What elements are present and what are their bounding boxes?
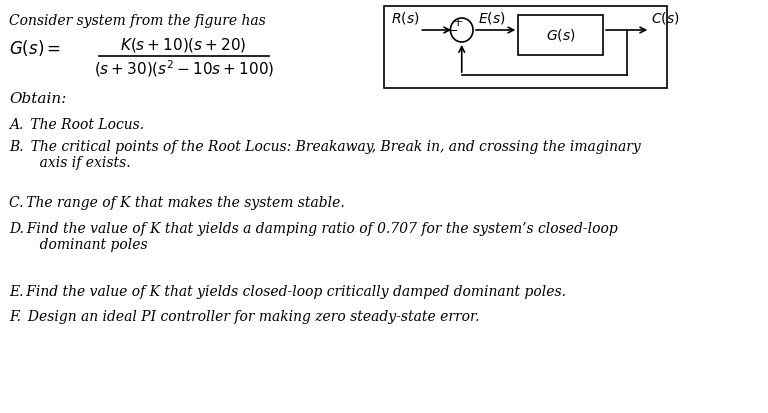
Text: $C(s)$: $C(s)$ — [651, 10, 680, 26]
Text: $G(s)$: $G(s)$ — [546, 27, 575, 43]
Text: E. Find the value of K that yields closed-loop critically damped dominant poles.: E. Find the value of K that yields close… — [9, 285, 567, 299]
Text: $(s+30)(s^2-10s+100)$: $(s+30)(s^2-10s+100)$ — [94, 58, 274, 79]
Text: F. Design an ideal PI controller for making zero steady-state error.: F. Design an ideal PI controller for mak… — [9, 310, 480, 324]
Text: −: − — [448, 24, 458, 38]
Text: $K(s+10)(s+20)$: $K(s+10)(s+20)$ — [121, 36, 247, 54]
Text: C. The range of K that makes the system stable.: C. The range of K that makes the system … — [9, 196, 345, 210]
Text: $G(s) =$: $G(s) =$ — [9, 38, 61, 58]
Text: Consider system from the figure has: Consider system from the figure has — [9, 14, 266, 28]
Text: Obtain:: Obtain: — [9, 92, 67, 106]
Text: A. The Root Locus.: A. The Root Locus. — [9, 118, 144, 132]
Bar — [518, 15, 603, 55]
Text: $E(s)$: $E(s)$ — [478, 10, 505, 26]
Text: $R(s)$: $R(s)$ — [391, 10, 419, 26]
Text: +: + — [452, 17, 463, 29]
Bar — [385, 6, 667, 88]
Text: B. The critical points of the Root Locus: Breakaway, Break in, and crossing the : B. The critical points of the Root Locus… — [9, 140, 641, 170]
Text: D. Find the value of K that yields a damping ratio of 0.707 for the system’s clo: D. Find the value of K that yields a dam… — [9, 222, 618, 252]
